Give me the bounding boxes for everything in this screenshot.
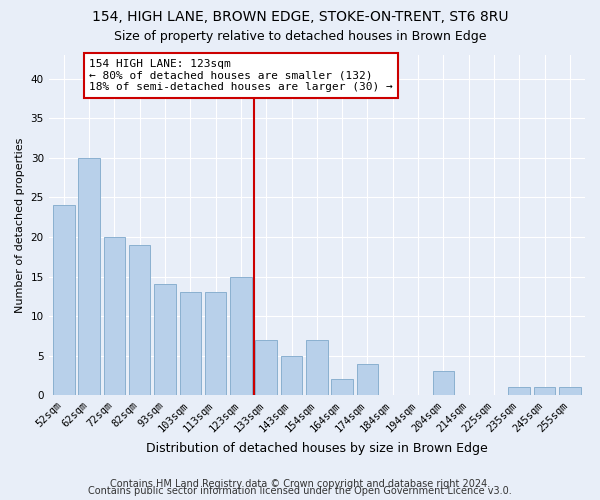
Text: 154 HIGH LANE: 123sqm
← 80% of detached houses are smaller (132)
18% of semi-det: 154 HIGH LANE: 123sqm ← 80% of detached … [89, 59, 393, 92]
Bar [534, 388, 555, 395]
Bar [79, 158, 100, 395]
Bar [356, 364, 378, 395]
Text: Contains public sector information licensed under the Open Government Licence v3: Contains public sector information licen… [88, 486, 512, 496]
Bar [154, 284, 176, 395]
Bar [331, 380, 353, 395]
Bar [559, 388, 581, 395]
Bar [433, 372, 454, 395]
Bar [129, 245, 151, 395]
Bar [306, 340, 328, 395]
Y-axis label: Number of detached properties: Number of detached properties [15, 138, 25, 313]
X-axis label: Distribution of detached houses by size in Brown Edge: Distribution of detached houses by size … [146, 442, 488, 455]
Bar [230, 276, 251, 395]
Text: Contains HM Land Registry data © Crown copyright and database right 2024.: Contains HM Land Registry data © Crown c… [110, 479, 490, 489]
Bar [256, 340, 277, 395]
Bar [53, 206, 74, 395]
Bar [281, 356, 302, 395]
Bar [104, 237, 125, 395]
Bar [179, 292, 201, 395]
Bar [205, 292, 226, 395]
Text: Size of property relative to detached houses in Brown Edge: Size of property relative to detached ho… [114, 30, 486, 43]
Text: 154, HIGH LANE, BROWN EDGE, STOKE-ON-TRENT, ST6 8RU: 154, HIGH LANE, BROWN EDGE, STOKE-ON-TRE… [92, 10, 508, 24]
Bar [508, 388, 530, 395]
